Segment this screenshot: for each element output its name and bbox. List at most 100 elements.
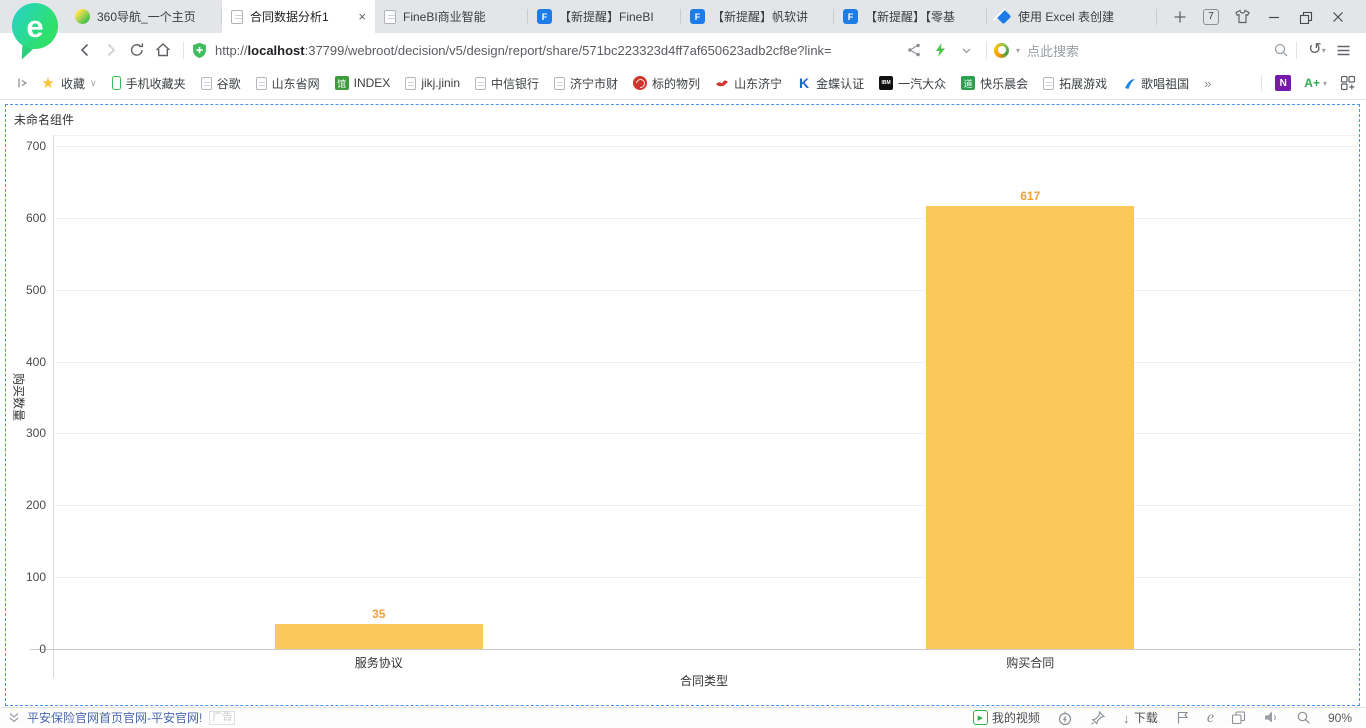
chart-bar[interactable] [926,206,1135,649]
minimize-button[interactable] [1265,8,1283,26]
tab-reminder-fanruan[interactable]: 【新提醒】帆软讲 [681,0,834,33]
360-search-logo-icon[interactable] [994,42,1009,58]
tab-list-button[interactable]: 7 [1203,8,1219,25]
status-ad-link[interactable]: 平安保险官网首页官网-平安官网! [27,711,203,725]
bookmark-item[interactable]: INDEX [334,76,391,90]
bookmark-label: 快乐晨会 [980,76,1029,91]
sidebar-toggle-icon[interactable] [10,70,36,96]
new-tab-button[interactable] [1171,8,1189,26]
finebi-favicon-icon [537,9,552,24]
bookmark-label: 拓展游戏 [1059,76,1108,91]
tab-bar: e 360导航_一个主页 合同数据分析1 × FineBI商业智能 【新提醒】F… [0,0,1366,63]
translate-button[interactable]: ▾ [1304,76,1327,90]
back-button[interactable] [72,37,98,63]
browser-360-logo-icon[interactable]: e [12,3,62,63]
tab-reminder-finebi[interactable]: 【新提醒】FineBI [528,0,681,33]
favorites-menu[interactable]: 收藏 ∨ [40,75,97,92]
close-window-button[interactable] [1329,8,1347,26]
bookmark-item[interactable]: 济宁市财 [554,75,618,92]
report-flag-icon[interactable] [1175,710,1190,725]
download-arrow-icon: ↓ [1122,709,1130,726]
restore-button[interactable] [1297,8,1315,26]
undo-arrow-icon: ↺ [1308,41,1322,58]
forward-button[interactable] [98,37,124,63]
search-engine-caret-icon[interactable]: ▾ [1016,45,1021,55]
skin-shirt-button[interactable] [1233,8,1251,26]
ie-compatibility-icon[interactable]: e [1206,708,1214,726]
search-box[interactable]: ▾ 点此搜索 [994,41,1289,60]
download-button[interactable]: ↓ 下载 [1123,709,1158,726]
component-title: 未命名组件 [14,113,75,127]
bookmark-item[interactable]: 山东省网 [255,75,320,92]
my-videos-button[interactable]: 我的视频 [972,709,1040,726]
document-favicon-icon [231,9,243,24]
bookmark-item[interactable]: 谷歌 [200,75,241,92]
speed-lightning-icon[interactable] [927,37,953,63]
page-icon [1043,76,1055,90]
page-zoom-magnifier-icon[interactable] [1296,710,1311,725]
page-icon [475,76,487,90]
bookmark-item[interactable]: 中信银行 [475,75,539,92]
tab-reminder-basic[interactable]: 【新提醒】【零基 [834,0,987,33]
bookmark-label: INDEX [353,76,391,90]
tab-finebi-bi[interactable]: FineBI商业智能 [375,0,528,33]
pages-window-icon[interactable] [1231,710,1246,725]
y-axis-tick-label: 300 [25,426,46,441]
page-icon [200,76,212,90]
divider [183,41,184,59]
favorites-caret-icon: ∨ [90,77,97,88]
document-favicon-icon [384,9,396,24]
bookmark-item[interactable]: 金蝶认证 [797,75,864,92]
bookmark-label: 一汽大众 [898,76,947,91]
collapse-chevrons-icon[interactable] [8,711,20,724]
bookmark-label: 山东省网 [271,76,320,91]
bookmarks-overflow-chevron[interactable]: » [1204,75,1212,91]
game-booster-icon[interactable] [1090,710,1106,726]
home-button[interactable] [150,37,176,63]
blue-swoosh-icon [1122,76,1136,90]
y-gridline [53,361,1356,363]
chart-bar[interactable] [274,624,483,649]
refresh-button[interactable] [124,37,150,63]
bookmark-item[interactable]: 拓展游戏 [1043,75,1107,92]
tab-360-nav[interactable]: 360导航_一个主页 [66,0,222,33]
ad-badge: 广告 [209,710,236,725]
y-axis-tick-label: 700 [25,139,46,153]
bookmark-item[interactable]: 手机收藏夹 [111,75,186,92]
page-icon [405,76,417,90]
share-icon[interactable] [901,37,927,63]
bookmark-item[interactable]: jikj.jinin [405,76,460,90]
zoom-level[interactable]: 90% [1327,710,1352,725]
tab-close-icon[interactable]: × [358,9,366,24]
address-bar[interactable]: http://localhost:37799/webroot/decision/… [191,42,901,59]
plot-top-border [53,135,1356,136]
tab-separator [680,9,681,24]
url-text[interactable]: http://localhost:37799/webroot/decision/… [215,43,832,58]
main-menu-button[interactable] [1330,37,1356,63]
speaker-icon[interactable] [1263,710,1279,725]
onenote-icon[interactable] [1275,75,1292,91]
red-bird-icon [715,76,729,90]
favorites-label: 收藏 [61,76,86,91]
speed-test-icon[interactable] [1057,710,1073,726]
bookmark-item[interactable]: 标的物列 [633,75,700,92]
search-magnifier-icon[interactable] [1273,42,1289,58]
security-shield-icon[interactable] [191,42,208,59]
apps-grid-icon[interactable] [1340,75,1356,91]
search-placeholder[interactable]: 点此搜索 [1027,43,1080,59]
bookmark-item[interactable]: 快乐晨会 [961,75,1028,92]
bookmark-item[interactable]: 歌唱祖国 [1122,75,1189,92]
bookmark-label: 山东济宁 [734,76,783,91]
bookmark-item[interactable]: 山东济宁 [715,75,782,92]
undo-history-button[interactable]: ↺ ▾ [1304,37,1330,63]
tab-excel-help[interactable]: 使用 Excel 表创建 [987,0,1140,33]
x-axis-title: 合同类型 [679,674,729,688]
address-dropdown-chevron-icon[interactable] [953,37,979,63]
y-axis-tick-label: 0 [39,642,46,656]
finebi-favicon-icon [843,9,858,24]
tab-contract-analysis[interactable]: 合同数据分析1 × [222,0,375,33]
divider [1156,8,1157,25]
y-gridline [53,217,1356,219]
tab-label: 【新提醒】帆软讲 [712,10,809,24]
bookmark-item[interactable]: 一汽大众 [879,75,946,92]
